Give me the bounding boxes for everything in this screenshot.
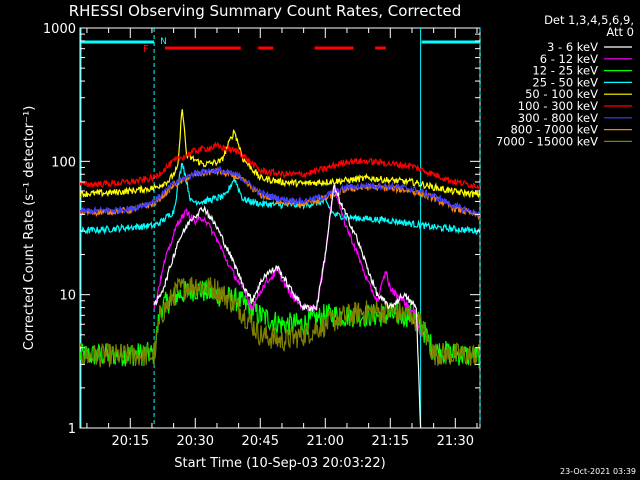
x-tick-label: 20:30 xyxy=(177,434,214,449)
x-axis: 20:15 20:30 20:45 21:00 21:15 21:30 xyxy=(86,28,478,449)
series-line xyxy=(153,184,422,428)
series-line xyxy=(80,168,480,221)
series-line xyxy=(80,165,480,219)
series-group xyxy=(80,109,480,428)
x-tick-label: 20:45 xyxy=(242,434,279,449)
legend-label: 3 - 6 keV xyxy=(547,40,598,54)
flag-bars: F xyxy=(143,44,386,55)
legend-label: 25 - 50 keV xyxy=(532,75,598,89)
legend-label: 300 - 800 keV xyxy=(518,111,598,125)
x-tick-label: 21:30 xyxy=(437,434,474,449)
timestamp: 23-Oct-2021 03:39 xyxy=(560,467,636,476)
y-axis-label: Corrected Count Rate (s⁻¹ detector⁻¹) xyxy=(22,106,37,351)
y-tick-label: 100 xyxy=(51,155,76,170)
y-tick-label: 10 xyxy=(59,289,76,304)
night-flag-label: N xyxy=(160,37,167,47)
x-tick-label: 21:00 xyxy=(307,434,344,449)
legend-label: 50 - 100 keV xyxy=(525,87,598,101)
legend-label: 6 - 12 keV xyxy=(540,52,598,66)
legend-header-line-2: Att 0 xyxy=(606,25,634,39)
x-tick-label: 21:15 xyxy=(372,434,409,449)
series-line xyxy=(80,162,480,236)
legend-label: 7000 - 15000 keV xyxy=(496,134,598,148)
y-axis: 1 10 100 1000 xyxy=(43,22,480,437)
legend-label: 800 - 7000 keV xyxy=(510,123,598,137)
series-line xyxy=(80,109,480,199)
legend-label: 12 - 25 keV xyxy=(532,64,598,78)
y-tick-label: 1 xyxy=(68,422,76,437)
chart-title: RHESSI Observing Summary Count Rates, Co… xyxy=(69,2,462,20)
y-tick-label: 1000 xyxy=(43,22,76,37)
flare-flag-label: F xyxy=(143,44,149,55)
legend-header-line-1: Det 1,3,4,5,6,9, xyxy=(544,13,634,27)
x-tick-label: 20:15 xyxy=(112,434,149,449)
series-line xyxy=(153,186,421,336)
series-line xyxy=(80,141,480,192)
legend-label: 100 - 300 keV xyxy=(518,99,598,113)
x-axis-label: Start Time (10-Sep-03 20:03:22) xyxy=(174,456,385,471)
